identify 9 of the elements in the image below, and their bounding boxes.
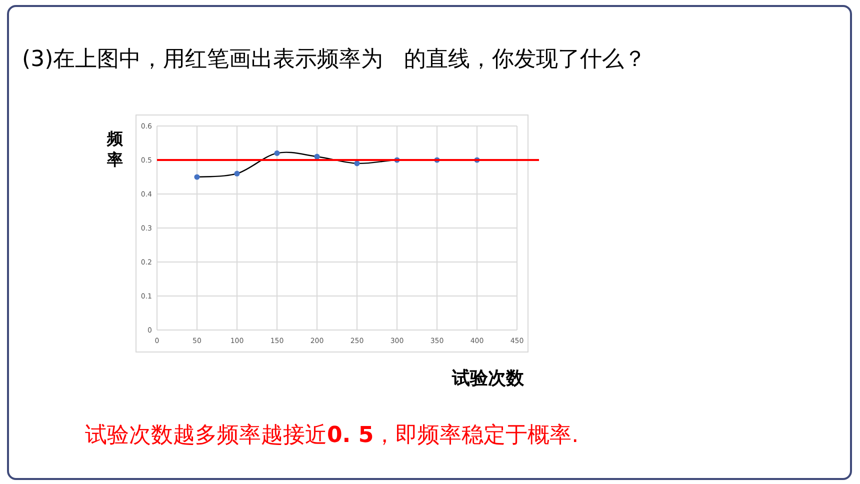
text: 试验次数越多频率越接近0. 5，即频率稳定于概率.	[85, 423, 579, 448]
point	[354, 160, 360, 166]
y-axis-title: 频率	[106, 129, 124, 169]
chart-title: (3)在上图中，用红笔画出表示频率为 的直线，你发现了什么？	[22, 47, 646, 72]
point	[194, 174, 200, 180]
point	[314, 154, 320, 160]
x-axis-title: 试验次数	[451, 368, 525, 389]
point	[274, 150, 280, 156]
point	[234, 170, 240, 176]
